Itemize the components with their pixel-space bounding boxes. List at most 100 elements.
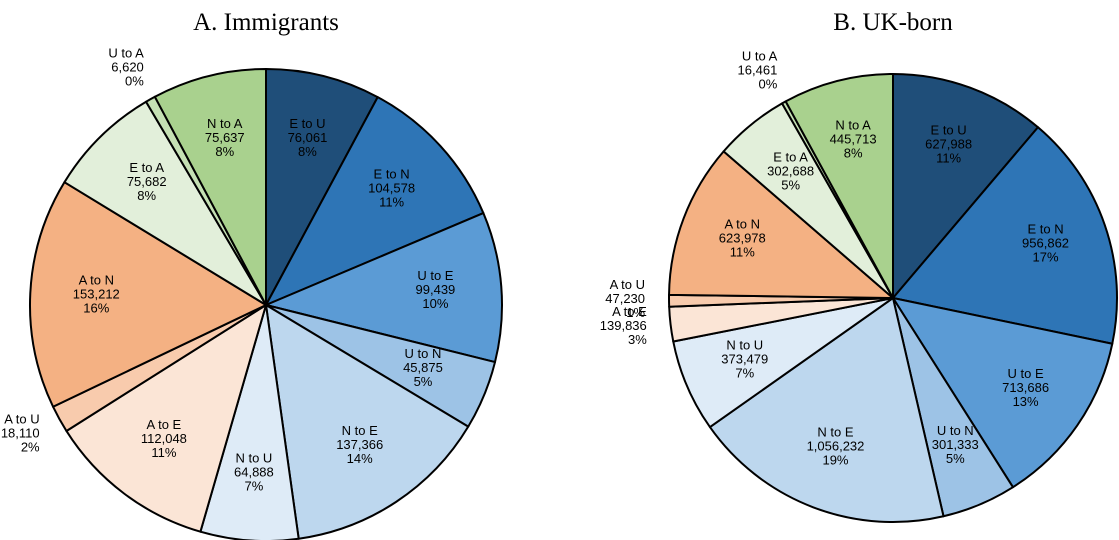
- category-label: A to U: [610, 277, 645, 292]
- category-label: E to N: [1027, 222, 1063, 237]
- value-label: 137,366: [336, 437, 383, 452]
- category-label: N to E: [817, 425, 853, 440]
- value-label: 18,110: [1, 425, 40, 440]
- pie-slice: [265, 68, 379, 306]
- percent-label: 0%: [759, 77, 778, 92]
- value-label: 47,230: [605, 291, 645, 306]
- slice-label: U to N 301,333 5%: [932, 423, 979, 466]
- slice-label: U to N 45,875 5%: [403, 346, 443, 389]
- value-label: 99,439: [416, 282, 456, 297]
- slice-label: E to N 956,862 17%: [1022, 222, 1069, 265]
- percent-label: 19%: [822, 453, 848, 468]
- pie-slice: [265, 96, 485, 306]
- slice-label: A to N 623,978 11%: [719, 217, 766, 260]
- category-label: N to U: [235, 450, 272, 465]
- pie-slice: [265, 212, 503, 364]
- value-label: 75,682: [127, 174, 167, 189]
- value-label: 112,048: [141, 431, 187, 446]
- percent-label: 16%: [83, 300, 109, 315]
- slice-label: A to E 112,048 11%: [141, 417, 187, 460]
- category-label: N to E: [342, 423, 378, 438]
- category-label: A to N: [725, 217, 760, 232]
- pie-slice: [265, 304, 470, 540]
- value-label: 713,686: [1002, 380, 1049, 395]
- category-label: A to U: [4, 411, 39, 426]
- slice-label: N to A 445,713 8%: [830, 118, 877, 161]
- percent-label: 11%: [936, 151, 961, 166]
- category-label: U to N: [937, 423, 974, 438]
- pie-slice: [153, 68, 267, 306]
- chart-title: A. Immigrants: [193, 9, 339, 36]
- percent-label: 5%: [946, 451, 965, 466]
- percent-label: 1%: [626, 305, 645, 320]
- value-label: 373,479: [721, 352, 768, 367]
- pie-slice: [668, 150, 894, 299]
- value-label: 153,212: [73, 286, 120, 301]
- pie-slice: [29, 181, 267, 408]
- value-label: 623,978: [719, 231, 766, 246]
- value-label: 627,988: [925, 137, 972, 152]
- percent-label: 11%: [379, 195, 404, 210]
- category-label: U to N: [405, 346, 442, 361]
- category-label: E to A: [129, 160, 164, 175]
- category-label: E to N: [374, 167, 410, 182]
- percent-label: 5%: [781, 177, 800, 192]
- slice-label: E to U 627,988 11%: [925, 123, 972, 166]
- percent-label: 2%: [21, 439, 40, 454]
- value-label: 956,862: [1022, 236, 1069, 251]
- slice-label: E to A 302,688 5%: [767, 149, 814, 192]
- slice-label: N to A 75,637 8%: [205, 116, 245, 159]
- category-label: U to A: [108, 46, 144, 61]
- value-label: 301,333: [932, 437, 979, 452]
- percent-label: 8%: [844, 146, 863, 161]
- slice-label: E to A 75,682 8%: [127, 160, 167, 203]
- pie-slice: [892, 297, 1114, 489]
- value-label: 76,061: [288, 130, 328, 145]
- value-label: 45,875: [403, 360, 443, 375]
- category-label: E to U: [289, 116, 325, 131]
- category-label: U to A: [742, 49, 778, 64]
- slice-label: N to U 373,479 7%: [721, 338, 768, 381]
- percent-label: 17%: [1033, 250, 1059, 265]
- percent-label: 10%: [422, 296, 448, 311]
- slice-label: N to U 64,888 7%: [234, 450, 274, 493]
- category-label: N to A: [835, 118, 871, 133]
- slice-label: N to E 1,056,232 19%: [807, 425, 865, 468]
- slice-label: U to E 99,439 10%: [416, 268, 456, 311]
- category-label: A to E: [612, 304, 647, 319]
- percent-label: 8%: [298, 144, 317, 159]
- value-label: 104,578: [368, 181, 415, 196]
- category-label: U to E: [417, 268, 453, 283]
- category-label: N to A: [207, 116, 243, 131]
- value-label: 16,461: [738, 63, 778, 78]
- slice-label: A to U 47,230 1%: [605, 277, 645, 320]
- percent-label: 5%: [414, 374, 433, 389]
- percent-label: 11%: [151, 445, 176, 460]
- value-label: 1,056,232: [807, 439, 865, 454]
- pie-slice: [784, 73, 894, 299]
- value-label: 139,836: [600, 318, 647, 333]
- category-label: U to E: [1008, 366, 1044, 381]
- percent-label: 7%: [244, 478, 263, 493]
- slice-label: A to N 153,212 16%: [73, 272, 120, 315]
- slice-label: N to E 137,366 14%: [336, 423, 383, 466]
- pie-slice: [65, 304, 267, 533]
- category-label: E to A: [773, 149, 808, 164]
- category-label: A to N: [79, 272, 114, 287]
- percent-label: 3%: [628, 332, 647, 347]
- slice-label: U to A 6,620 0%: [108, 46, 144, 89]
- slice-label: A to U 18,110 2%: [1, 411, 40, 454]
- value-label: 302,688: [767, 163, 814, 178]
- percent-label: 8%: [215, 144, 234, 159]
- category-label: N to U: [726, 338, 763, 353]
- slice-label: U to A 16,461 0%: [738, 49, 778, 92]
- value-label: 6,620: [111, 60, 144, 75]
- slice-label: E to U 76,061 8%: [288, 116, 328, 159]
- slice-label: U to E 713,686 13%: [1002, 366, 1049, 409]
- percent-label: 8%: [137, 188, 156, 203]
- category-label: E to U: [931, 123, 967, 138]
- percent-label: 14%: [347, 451, 373, 466]
- slice-label: A to E 139,836 3%: [600, 304, 647, 347]
- percent-label: 11%: [730, 245, 755, 260]
